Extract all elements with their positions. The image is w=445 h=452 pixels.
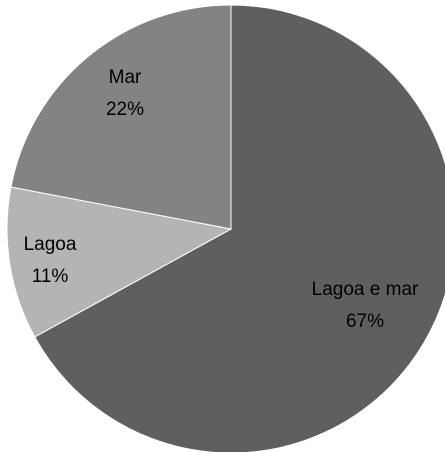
slice-value-label: 22% (106, 99, 144, 120)
slice-value-label: 11% (32, 266, 69, 287)
slice-label: Lagoa (24, 234, 77, 255)
pie-slice (6, 186, 233, 338)
pie-slice (10, 4, 232, 230)
pie-slice (34, 4, 445, 452)
slice-label: Mar (109, 67, 142, 88)
slice-value-label: 67% (346, 311, 384, 332)
slice-label: Lagoa e mar (312, 279, 419, 300)
